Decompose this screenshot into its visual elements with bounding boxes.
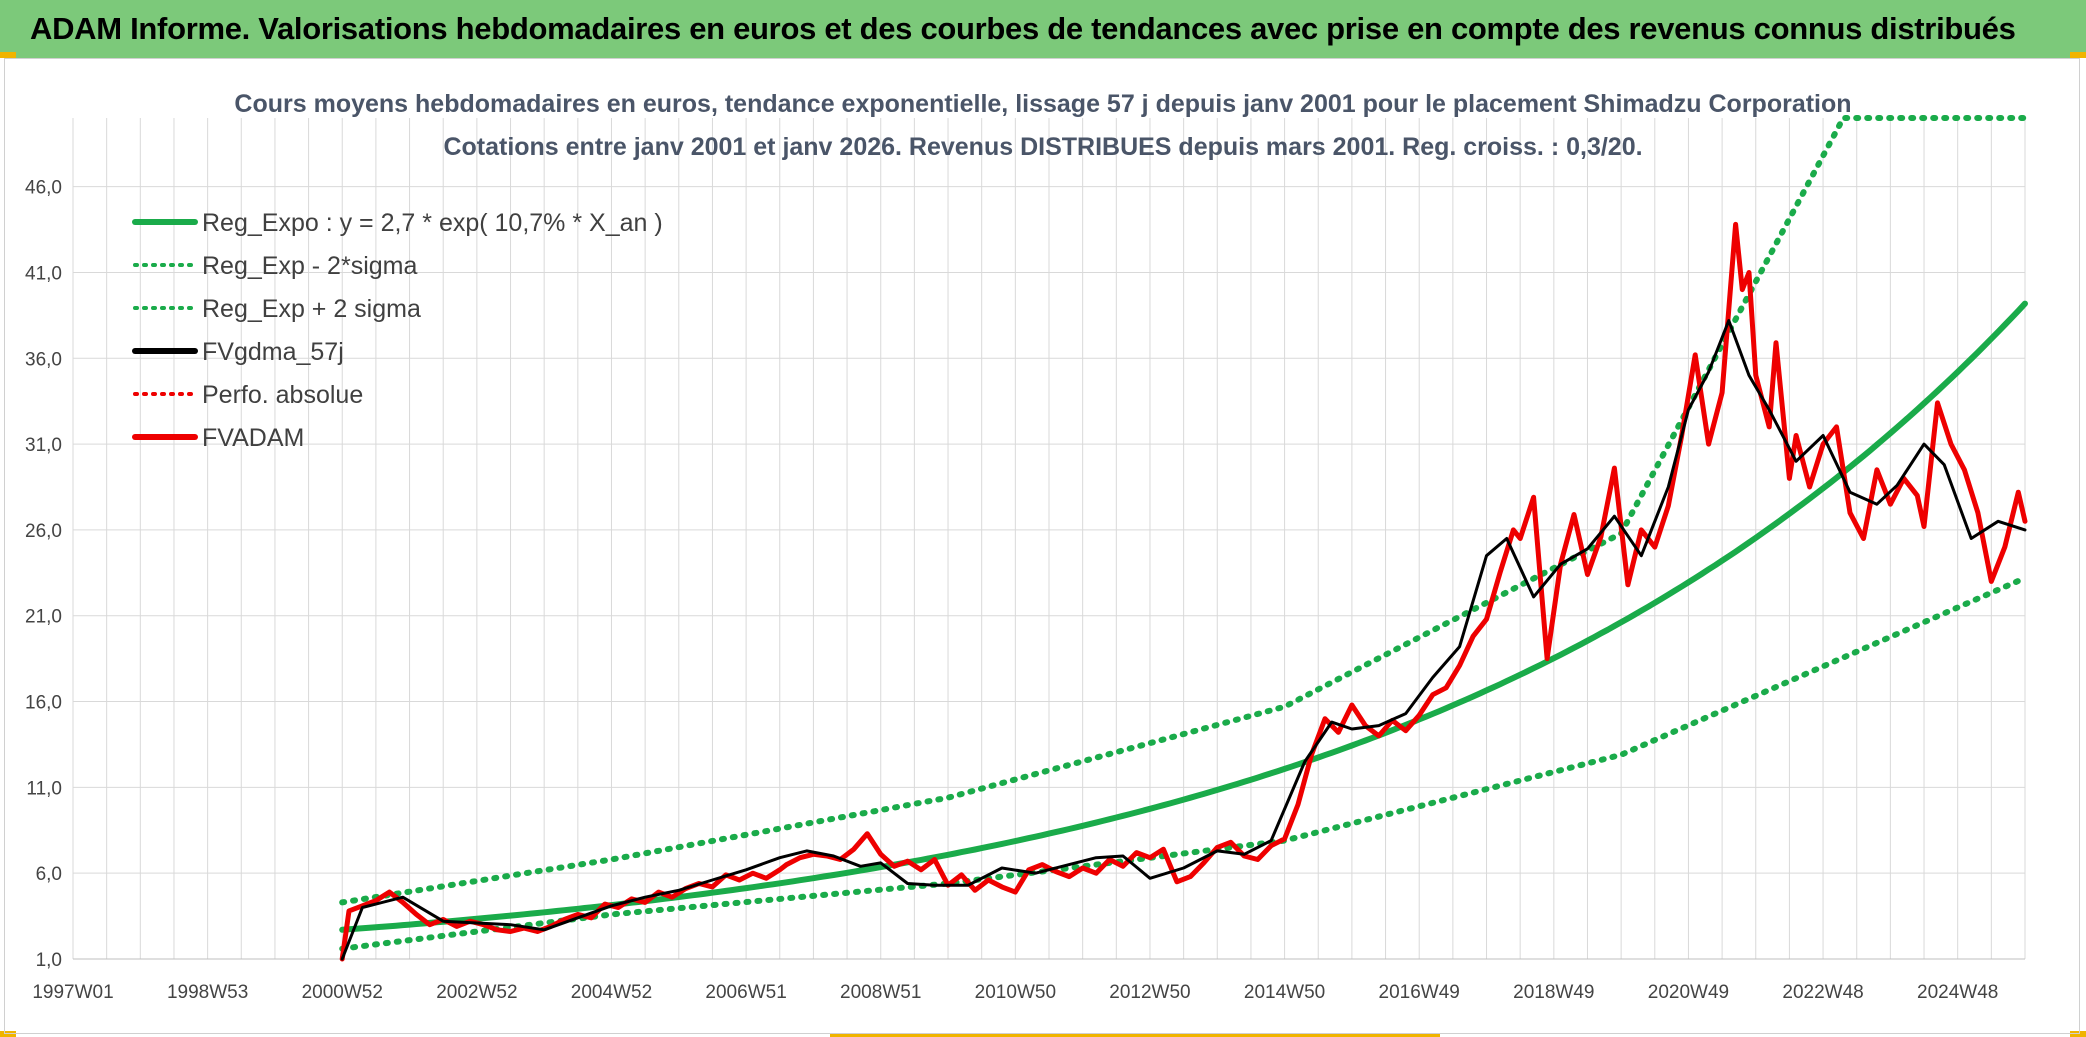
- chart-legend: Reg_Expo : y = 2,7 * exp( 10,7% * X_an )…: [132, 209, 663, 452]
- y-tick-label: 11,0: [26, 778, 62, 799]
- x-tick-label: 2008W51: [840, 982, 921, 1003]
- x-tick-label: 2014W50: [1244, 982, 1325, 1003]
- x-tick-label: 2010W50: [975, 982, 1056, 1003]
- y-tick-label: 1,0: [36, 950, 62, 971]
- x-tick-label: 2020W49: [1648, 982, 1729, 1003]
- chart-grid: [72, 118, 2026, 960]
- x-tick-label: 2002W52: [436, 982, 517, 1003]
- legend-label-4: Perfo. absolue: [202, 381, 363, 409]
- y-tick-label: 26,0: [25, 521, 62, 542]
- corner-marker: [2070, 1031, 2086, 1037]
- y-tick-label: 6,0: [36, 864, 62, 885]
- chart-title: Cours moyens hebdomadaires en euros, ten…: [234, 90, 1851, 118]
- legend-label-1: Reg_Exp - 2*sigma: [202, 252, 417, 280]
- report-title: ADAM Informe. Valorisations hebdomadaire…: [30, 11, 2016, 46]
- y-tick-label: 36,0: [25, 349, 62, 370]
- series-line-2: [339, 115, 2028, 906]
- x-tick-label: 2022W48: [1782, 982, 1863, 1003]
- x-tick-label: 1998W53: [167, 982, 248, 1003]
- y-tick-label: 41,0: [25, 263, 62, 284]
- y-tick-label: 31,0: [25, 435, 62, 456]
- corner-marker: [0, 1031, 16, 1037]
- legend-label-0: Reg_Expo : y = 2,7 * exp( 10,7% * X_an ): [202, 209, 663, 237]
- x-tick-label: 2004W52: [571, 982, 652, 1003]
- corner-marker: [2070, 52, 2086, 58]
- y-tick-label: 46,0: [25, 178, 62, 199]
- series-line-3: [340, 319, 2027, 961]
- y-tick-label: 21,0: [25, 607, 62, 628]
- x-tick-label: 2018W49: [1513, 982, 1594, 1003]
- chart-series: [339, 115, 2028, 962]
- legend-label-2: Reg_Exp + 2 sigma: [202, 295, 421, 323]
- bottom-marker: [830, 1034, 1440, 1037]
- x-tick-label: 2012W50: [1109, 982, 1190, 1003]
- chart-subtitle: Cotations entre janv 2001 et janv 2026. …: [443, 133, 1642, 161]
- x-tick-label: 1997W01: [32, 982, 113, 1003]
- x-tick-label: 2006W51: [705, 982, 786, 1003]
- legend-label-5: FVADAM: [202, 424, 304, 452]
- corner-marker: [0, 52, 16, 58]
- chart-axis-ticks: 1,0 6,0 11,0 16,0 21,0 26,0 31,0 36,0 41,0 46,0 19…: [25, 178, 1998, 1003]
- x-tick-label: 2016W49: [1379, 982, 1460, 1003]
- chart-frame: [4, 58, 2080, 1034]
- x-tick-label: 2000W52: [302, 982, 383, 1003]
- report-banner: ADAM Informe. Valorisations hebdomadaire…: [0, 0, 2086, 58]
- y-tick-label: 16,0: [25, 693, 62, 714]
- legend-label-3: FVgdma_57j: [202, 338, 344, 366]
- x-tick-label: 2024W48: [1917, 982, 1998, 1003]
